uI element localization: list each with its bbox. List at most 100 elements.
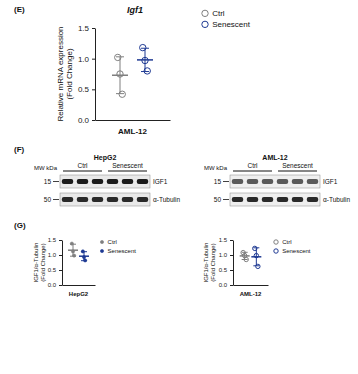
blot-band bbox=[122, 179, 133, 184]
blot-band bbox=[262, 179, 273, 184]
blot-band bbox=[307, 197, 318, 202]
legend-label: Ctrl bbox=[212, 9, 225, 18]
chart: 0.00.51.01.5HepG2IGF1/α-Tubulin(Fold Cha… bbox=[14, 221, 136, 297]
axis-line bbox=[95, 29, 96, 121]
tick: 1.0 bbox=[78, 55, 95, 64]
legend-marker bbox=[100, 240, 103, 243]
data-point bbox=[254, 253, 258, 257]
group-label: Ctrl bbox=[77, 162, 88, 169]
tick: 1.0 bbox=[219, 252, 233, 258]
tick: 0.5 bbox=[78, 85, 95, 94]
blot-panel: (F)HepG2MW kDaCtrlSenescentIGF115α-Tubul… bbox=[14, 145, 350, 206]
blot-band bbox=[62, 179, 73, 184]
data-point bbox=[84, 259, 87, 262]
legend-marker bbox=[100, 249, 103, 252]
axis-line bbox=[62, 241, 63, 286]
tick-label: 0.5 bbox=[48, 267, 57, 273]
data-point bbox=[70, 242, 73, 245]
row-label: α-Tubulin bbox=[323, 196, 350, 203]
x-axis bbox=[234, 285, 269, 286]
tick-mark bbox=[92, 89, 95, 90]
tick-mark bbox=[59, 240, 62, 241]
axis-line bbox=[233, 241, 234, 286]
mw-tick bbox=[53, 199, 59, 200]
blot-band bbox=[292, 197, 303, 202]
tick-mark bbox=[230, 240, 233, 241]
legend-label: Senescent bbox=[282, 248, 311, 254]
data-point bbox=[115, 54, 121, 60]
data-point bbox=[71, 250, 74, 253]
mw-marker: 50 bbox=[44, 196, 52, 203]
x-axis-label: AML-12 bbox=[240, 291, 262, 297]
legend-marker bbox=[274, 249, 278, 253]
group-line bbox=[278, 171, 317, 172]
data-point bbox=[119, 91, 125, 97]
tick-label: 1.5 bbox=[78, 24, 90, 33]
tick-label: 0.5 bbox=[78, 85, 90, 94]
tick-label: 1.5 bbox=[48, 237, 57, 243]
blot-band bbox=[77, 179, 88, 184]
tick: 0.5 bbox=[48, 267, 62, 273]
legend: Ctrl Senescent bbox=[202, 9, 251, 29]
blot-title: AML-12 bbox=[262, 154, 287, 161]
blot-band bbox=[77, 197, 88, 202]
group-label: Senescent bbox=[282, 162, 313, 169]
row-label: α-Tubulin bbox=[153, 196, 180, 203]
blot-strip bbox=[230, 193, 320, 206]
data-point bbox=[256, 264, 260, 268]
group-label: Ctrl bbox=[247, 162, 258, 169]
chart-title: Igf1 bbox=[127, 5, 143, 15]
western-blot: AML-12MW kDaCtrlSenescentIGF115α-Tubulin… bbox=[204, 154, 350, 206]
legend-label: Senescent bbox=[212, 20, 251, 29]
y-axis: 0.0 0.5 1.0 1.5 bbox=[48, 237, 63, 288]
tick-label: 1.0 bbox=[78, 55, 90, 64]
western-blot: HepG2MW kDaCtrlSenescentIGF115α-Tubulin5… bbox=[34, 154, 180, 206]
mw-tick bbox=[223, 199, 229, 200]
axis-line bbox=[63, 285, 96, 286]
blot-strip bbox=[230, 175, 320, 188]
group-label: Senescent bbox=[112, 162, 143, 169]
tick-mark bbox=[230, 270, 233, 271]
mw-label: MW kDa bbox=[34, 165, 58, 171]
y-axis-label: Relative mRNA expression(Fold Change) bbox=[56, 26, 74, 121]
tick-label: 0.0 bbox=[219, 282, 228, 288]
blot-band bbox=[137, 179, 148, 184]
mw-label: MW kDa bbox=[204, 165, 228, 171]
tick-label: 0.0 bbox=[48, 282, 57, 288]
tick-mark bbox=[230, 285, 233, 286]
y-axis: 0.00.51.01.5 bbox=[78, 24, 96, 125]
blot-band bbox=[62, 197, 73, 202]
legend-marker bbox=[202, 21, 208, 27]
tick-mark bbox=[59, 270, 62, 271]
row-label: IGF1 bbox=[153, 178, 168, 185]
data-point bbox=[81, 250, 84, 253]
figure: 0.0 0.5 1.0 1.5 AML-12 Relative mRNA expressi… bbox=[0, 0, 358, 374]
tick-mark bbox=[59, 285, 62, 286]
x-axis bbox=[63, 285, 96, 286]
tick-mark bbox=[92, 59, 95, 60]
x-axis bbox=[96, 120, 171, 121]
data-point bbox=[253, 246, 257, 250]
blot-title: HepG2 bbox=[94, 154, 117, 162]
tick: 0.0 bbox=[219, 282, 233, 288]
mw-marker: 50 bbox=[214, 196, 222, 203]
tick: 0.0 bbox=[48, 282, 62, 288]
plot-area bbox=[240, 246, 262, 268]
legend-marker bbox=[202, 10, 208, 16]
data-point bbox=[82, 256, 85, 259]
x-axis-label: HepG2 bbox=[69, 291, 89, 297]
tick-mark bbox=[92, 28, 95, 29]
blot-band bbox=[92, 197, 103, 202]
blot-band bbox=[262, 197, 273, 202]
data-point bbox=[142, 57, 148, 63]
tick: 1.5 bbox=[48, 237, 62, 243]
tick-mark bbox=[230, 255, 233, 256]
tick-label: 1.0 bbox=[48, 252, 57, 258]
panel-label: (F) bbox=[14, 145, 25, 154]
x-axis-label: AML-12 bbox=[118, 127, 147, 136]
blot-band bbox=[137, 197, 148, 202]
chart: 0.00.51.01.5AML-12IGF1/α-Tubulin(Fold Ch… bbox=[203, 237, 311, 297]
tick-mark bbox=[92, 120, 95, 121]
plot-area bbox=[112, 44, 153, 97]
blot-band bbox=[122, 197, 133, 202]
